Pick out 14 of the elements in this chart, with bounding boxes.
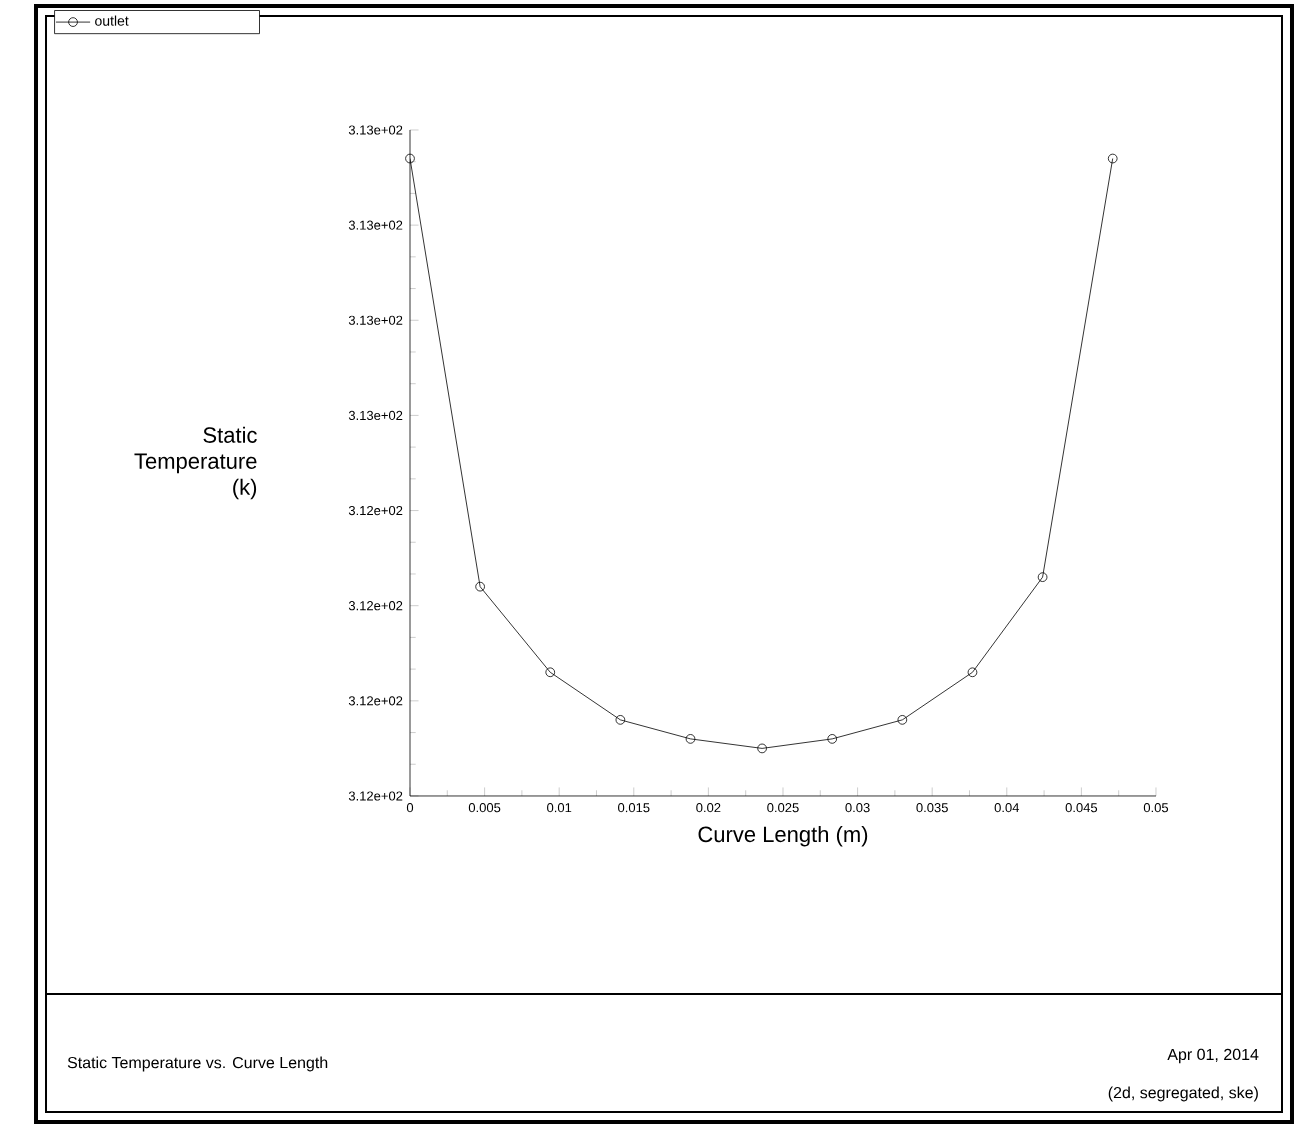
point: [757, 743, 767, 754]
point: [615, 715, 626, 725]
text: (2d, segregated, ske): [1108, 1086, 1258, 1102]
text: Apr 01, 2014: [1167, 1048, 1259, 1064]
point: [827, 734, 838, 744]
point: [1037, 572, 1048, 582]
point: [967, 667, 978, 678]
point: [685, 734, 696, 744]
text: Static Temperature vs. Curve Length: [67, 1056, 328, 1072]
y-axis-title: Static Temperature (k): [134, 426, 257, 500]
point: [545, 667, 556, 678]
point: [897, 715, 908, 725]
point: [475, 581, 485, 592]
x-axis-title: Curve Length (m): [698, 825, 868, 847]
